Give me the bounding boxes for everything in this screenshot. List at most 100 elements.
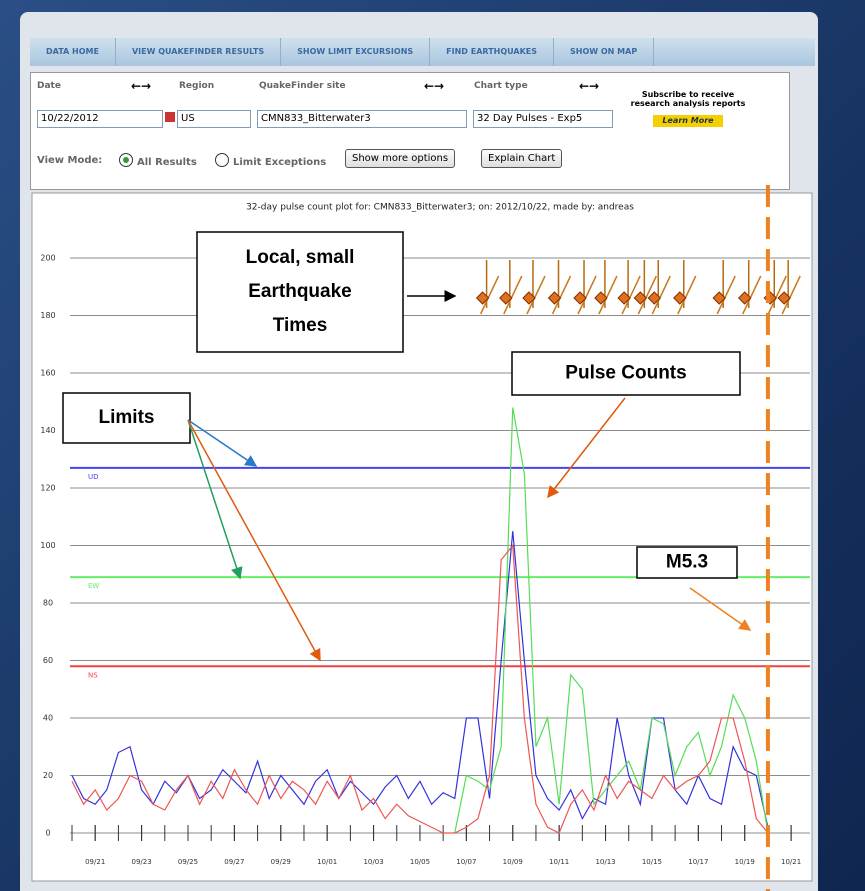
chart-type-select[interactable]: 32 Day Pulses - Exp5 (473, 110, 613, 128)
label: Chart type (474, 81, 528, 91)
nav-tab[interactable]: SHOW ON MAP (554, 38, 655, 66)
quake-diamond (738, 291, 752, 305)
quake-marker (647, 260, 671, 315)
y-tick-label: 40 (43, 714, 53, 723)
quake-slash (637, 275, 658, 315)
quake-diamond (475, 291, 490, 305)
annotation-box (511, 351, 741, 396)
quake-marker (712, 260, 736, 315)
x-tick-label: 10/09 (503, 858, 523, 866)
nav-tab[interactable]: SHOW LIMIT EXCURSIONS (281, 38, 431, 66)
quake-slash (651, 275, 671, 315)
quake-diamond (673, 291, 687, 305)
x-tick-label: 10/11 (549, 858, 569, 866)
annotation-arrow (547, 397, 626, 499)
x-tick-label: 10/21 (781, 858, 801, 866)
quake-slash (621, 275, 641, 315)
calendar-icon[interactable] (165, 112, 175, 122)
x-tick-label: 09/27 (224, 858, 244, 866)
y-tick-label: 20 (43, 771, 53, 780)
quake-slash (677, 275, 697, 315)
annotation-text: Pulse Counts (565, 363, 686, 384)
limit-label: EW (88, 582, 99, 590)
x-tick-label: 09/23 (131, 858, 151, 866)
x-tick-label: 10/19 (735, 858, 755, 866)
annotation-text: M5.3 (666, 552, 708, 573)
nav-tab[interactable]: VIEW QUAKEFINDER RESULTS (116, 38, 282, 66)
arrows[interactable]: ←→ (424, 79, 445, 93)
x-tick-label: 10/03 (363, 858, 383, 866)
annotation-text: Times (273, 315, 328, 336)
chart-area (31, 192, 813, 882)
quake-slash (551, 275, 572, 315)
quake-marker (522, 260, 546, 315)
quake-slash (577, 275, 597, 315)
quake-diamond (633, 291, 648, 305)
quake-slash (598, 275, 618, 315)
y-tick-label: 180 (40, 311, 55, 320)
quake-slash (716, 275, 736, 315)
y-tick-label: 160 (40, 369, 55, 378)
x-tick-label: 09/29 (271, 858, 291, 866)
series-line (454, 407, 769, 834)
quake-marker (738, 260, 762, 315)
site-select[interactable]: CMN833_Bitterwater3 (257, 110, 467, 128)
annotation-box (196, 231, 404, 353)
x-tick-label: 09/25 (178, 858, 198, 866)
quake-slash (526, 275, 546, 315)
learn-more-button[interactable]: Learn More (653, 115, 723, 127)
label: Limit Exceptions (233, 157, 327, 168)
quake-slash (767, 275, 787, 315)
chart-title: 32-day pulse count plot for: CMN833_Bitt… (246, 203, 634, 213)
quake-marker (499, 260, 523, 315)
quake-diamond (617, 291, 631, 305)
quake-marker (547, 260, 572, 315)
x-tick-label: 10/07 (456, 858, 476, 866)
y-tick-label: 140 (40, 426, 55, 435)
radio-all[interactable] (119, 153, 133, 167)
x-tick-label: 10/01 (317, 858, 337, 866)
y-tick-label: 100 (40, 541, 55, 550)
label: Date (37, 81, 61, 91)
limit-label: UD (88, 473, 99, 481)
x-tick-label: 10/13 (595, 858, 615, 866)
quake-marker (475, 260, 500, 315)
label: All Results (137, 157, 197, 168)
quake-marker (594, 260, 618, 315)
quake-diamond (573, 291, 587, 305)
x-tick-label: 10/15 (642, 858, 662, 866)
quake-marker (573, 260, 597, 315)
quake-diamond (712, 291, 726, 305)
quake-marker (673, 260, 697, 315)
nav-tab[interactable]: FIND EARTHQUAKES (430, 38, 555, 66)
limit-label: NS (88, 671, 98, 679)
quake-slash (503, 275, 523, 315)
radio-limits[interactable] (215, 153, 229, 167)
quake-diamond (594, 291, 608, 305)
annotation-box (62, 392, 191, 444)
arrows[interactable]: ←→ (131, 79, 152, 93)
quake-slash (479, 275, 500, 315)
quake-diamond (777, 291, 791, 305)
annotation-text: Limits (99, 407, 155, 428)
more-options-button[interactable]: Show more options (345, 149, 456, 168)
quake-slash (781, 275, 801, 315)
nav-tab[interactable]: DATA HOME (30, 38, 116, 66)
date-input[interactable]: 10/22/2012 (37, 110, 163, 128)
quake-marker (617, 260, 641, 315)
form: Date ←→ Region QuakeFinder site ←→ Chart… (30, 72, 790, 190)
x-tick-label: 10/05 (410, 858, 430, 866)
region-select[interactable]: US (177, 110, 251, 128)
y-tick-label: 200 (40, 254, 55, 263)
nav-bar: DATA HOME VIEW QUAKEFINDER RESULTS SHOW … (30, 38, 815, 66)
annotation-arrow (187, 419, 258, 467)
quake-marker (633, 260, 658, 315)
annotation-text: Earthquake (248, 281, 351, 302)
quake-diamond (522, 291, 536, 305)
y-tick-label: 120 (40, 484, 55, 493)
explain-button[interactable]: Explain Chart (481, 149, 563, 168)
arrows[interactable]: ←→ (579, 79, 600, 93)
y-tick-label: 60 (43, 656, 53, 665)
